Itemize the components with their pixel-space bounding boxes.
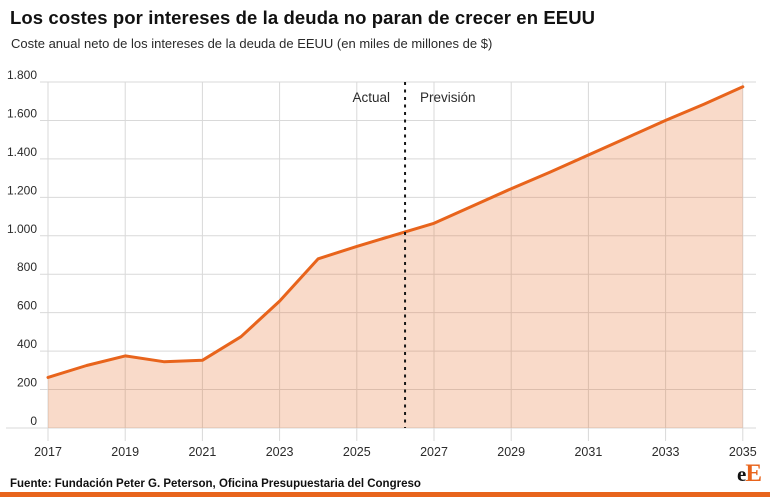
y-axis-tick-label: 800: [17, 260, 37, 274]
annotation-actual: Actual: [353, 90, 391, 105]
x-axis-tick-label: 2021: [188, 445, 216, 459]
y-axis-tick-label: 0: [30, 414, 37, 428]
data-line: [46, 85, 745, 379]
x-axis-tick-label: 2029: [497, 445, 525, 459]
y-axis-tick-label: 1.400: [7, 145, 37, 159]
page-title: Los costes por intereses de la deuda no …: [10, 7, 596, 28]
x-gridlines: [47, 82, 744, 441]
y-axis-labels: 0 200 400 600 800 1.000 1.200 1.400 1.600 1.800: [7, 68, 37, 428]
x-axis-tick-label: 2023: [266, 445, 294, 459]
source-attribution: Fuente: Fundación Peter G. Peterson, Ofi…: [10, 478, 421, 490]
chart-subtitle: Coste anual neto de los intereses de la …: [11, 36, 493, 51]
debt-interest-area-chart: 0 200 400 600 800 1.000 1.200 1.400 1.600 1.800 20…: [6, 68, 757, 459]
eleconomista-logo: eE: [737, 461, 762, 486]
x-axis-tick-label: 2035: [729, 445, 757, 459]
y-gridlines: [6, 81, 756, 429]
x-axis-tick-label: 2033: [652, 445, 680, 459]
logo-letter-e: e: [736, 462, 747, 486]
y-axis-tick-label: 1.200: [7, 183, 37, 197]
logo-letter-E: E: [745, 460, 762, 487]
x-axis-tick-label: 2019: [111, 445, 139, 459]
annotation-prevision: Previsión: [420, 90, 476, 105]
x-axis-tick-label: 2031: [574, 445, 602, 459]
x-axis-tick-label: 2027: [420, 445, 448, 459]
x-axis-tick-label: 2017: [34, 445, 62, 459]
area-fill: [48, 86, 743, 429]
y-axis-tick-label: 1.800: [7, 68, 37, 82]
y-axis-tick-label: 1.000: [7, 222, 37, 236]
x-axis-tick-label: 2025: [343, 445, 371, 459]
y-axis-tick-label: 600: [17, 299, 37, 313]
y-axis-tick-label: 1.600: [7, 106, 37, 120]
bottom-accent-bar: [0, 492, 770, 497]
x-axis-labels: 2017 2019 2021 2023 2025 2027 2029 2031 2033 2035: [34, 445, 757, 459]
y-axis-tick-label: 400: [17, 337, 37, 351]
y-axis-tick-label: 200: [17, 376, 37, 390]
